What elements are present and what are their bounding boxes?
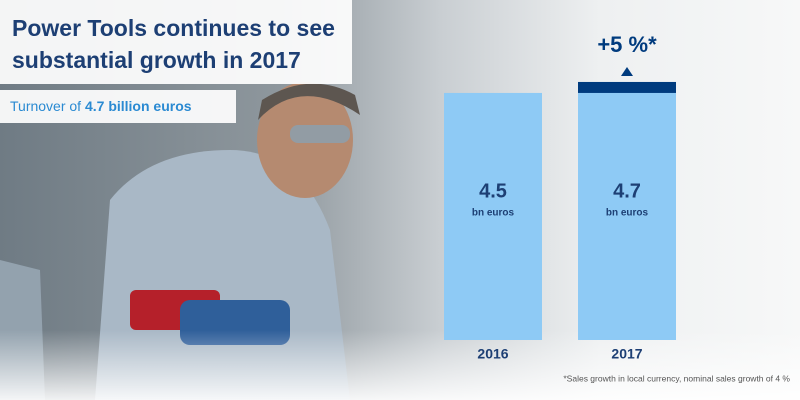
title-box [0,0,352,84]
subtitle-highlight: 4.7 billion euros [85,98,192,114]
subtitle-text: Turnover of [10,98,81,114]
bar [578,81,676,340]
floor-fade [0,330,800,400]
unit-label: bn euros [472,208,515,219]
value-label: 4.7 [613,180,641,202]
subtitle-box [0,90,236,123]
value-label: 4.5 [479,180,507,202]
growth-annotation: +5 %* [597,32,657,57]
growth-arrow [621,66,633,76]
unit-label: bn euros [606,208,649,219]
footnote: *Sales growth in local currency, nominal… [563,373,790,383]
x-tick-label: 2016 [477,346,508,362]
title-line: Power Tools continues to see [12,15,335,41]
subtitle: Turnover of 4.7 billion euros [10,98,192,114]
bar [444,92,542,340]
growth-segment [578,81,676,93]
x-tick-label: 2017 [611,346,642,362]
title-line: substantial growth in 2017 [12,47,301,73]
